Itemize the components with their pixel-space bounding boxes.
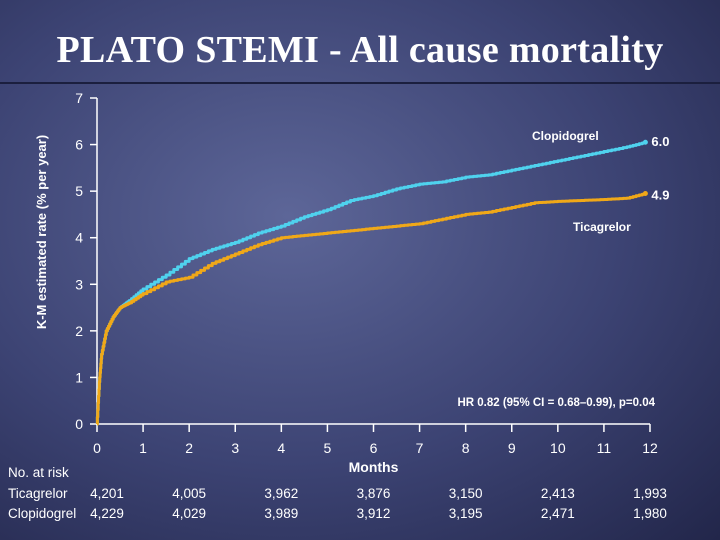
x-tick-label: 8 bbox=[462, 440, 470, 456]
hazard-ratio-annotation: HR 0.82 (95% CI = 0.68–0.99), p=0.04 bbox=[457, 397, 655, 409]
risk-value: 2,471 bbox=[540, 506, 575, 521]
y-tick-label: 4 bbox=[75, 230, 83, 246]
risk-value: 1,993 bbox=[633, 486, 667, 501]
ticagrelor-annotation: Ticagrelor bbox=[573, 220, 631, 234]
x-tick-label: 2 bbox=[185, 440, 193, 456]
series-end-label-clopidogrel: 6.0 bbox=[651, 134, 669, 149]
x-tick-label: 10 bbox=[550, 440, 566, 456]
risk-table-header: No. at risk bbox=[8, 465, 69, 480]
page-title: PLATO STEMI - All cause mortality bbox=[56, 29, 664, 71]
y-tick-label: 7 bbox=[75, 90, 83, 106]
series-line-ticagrelor bbox=[95, 192, 647, 426]
series-end-label-ticagrelor: 4.9 bbox=[651, 187, 669, 202]
series-end-point-clopidogrel bbox=[642, 139, 648, 145]
x-tick-label: 12 bbox=[642, 440, 658, 456]
risk-value: 3,195 bbox=[448, 506, 483, 521]
x-tick-label: 7 bbox=[416, 440, 424, 456]
x-tick-label: 3 bbox=[231, 440, 239, 456]
y-tick-label: 0 bbox=[75, 416, 83, 432]
risk-value: 4,005 bbox=[172, 486, 207, 501]
y-tick-label: 5 bbox=[75, 183, 83, 199]
x-tick-label: 11 bbox=[597, 440, 612, 456]
risk-value: 3,912 bbox=[356, 506, 391, 521]
x-tick-label: 6 bbox=[370, 440, 378, 456]
clopidogrel-annotation: Clopidogrel bbox=[532, 129, 599, 143]
risk-value: 3,989 bbox=[264, 506, 299, 521]
y-tick-label: 6 bbox=[75, 137, 83, 153]
risk-value: 4,029 bbox=[172, 506, 207, 521]
x-tick-label: 9 bbox=[508, 440, 516, 456]
y-tick-label: 3 bbox=[75, 276, 83, 292]
risk-row-label-ticagrelor: Ticagrelor bbox=[8, 486, 68, 501]
risk-value: 3,150 bbox=[448, 486, 483, 501]
x-tick-label: 5 bbox=[324, 440, 332, 456]
title-divider bbox=[0, 82, 720, 84]
x-tick-label: 1 bbox=[139, 440, 147, 456]
x-axis-label: Months bbox=[349, 459, 399, 475]
risk-value: 4,229 bbox=[90, 506, 124, 521]
series-line-clopidogrel bbox=[95, 141, 647, 426]
y-tick-label: 1 bbox=[75, 369, 83, 385]
risk-value: 3,876 bbox=[356, 486, 391, 501]
risk-value: 2,413 bbox=[540, 486, 575, 501]
series-end-point-ticagrelor bbox=[642, 190, 648, 196]
x-tick-label: 0 bbox=[93, 440, 101, 456]
risk-row-label-clopidogrel: Clopidogrel bbox=[8, 506, 77, 521]
y-tick-label: 2 bbox=[75, 323, 83, 339]
risk-value: 3,962 bbox=[264, 486, 299, 501]
risk-value: 1,980 bbox=[633, 506, 667, 521]
x-tick-label: 4 bbox=[277, 440, 285, 456]
risk-value: 4,201 bbox=[90, 486, 124, 501]
